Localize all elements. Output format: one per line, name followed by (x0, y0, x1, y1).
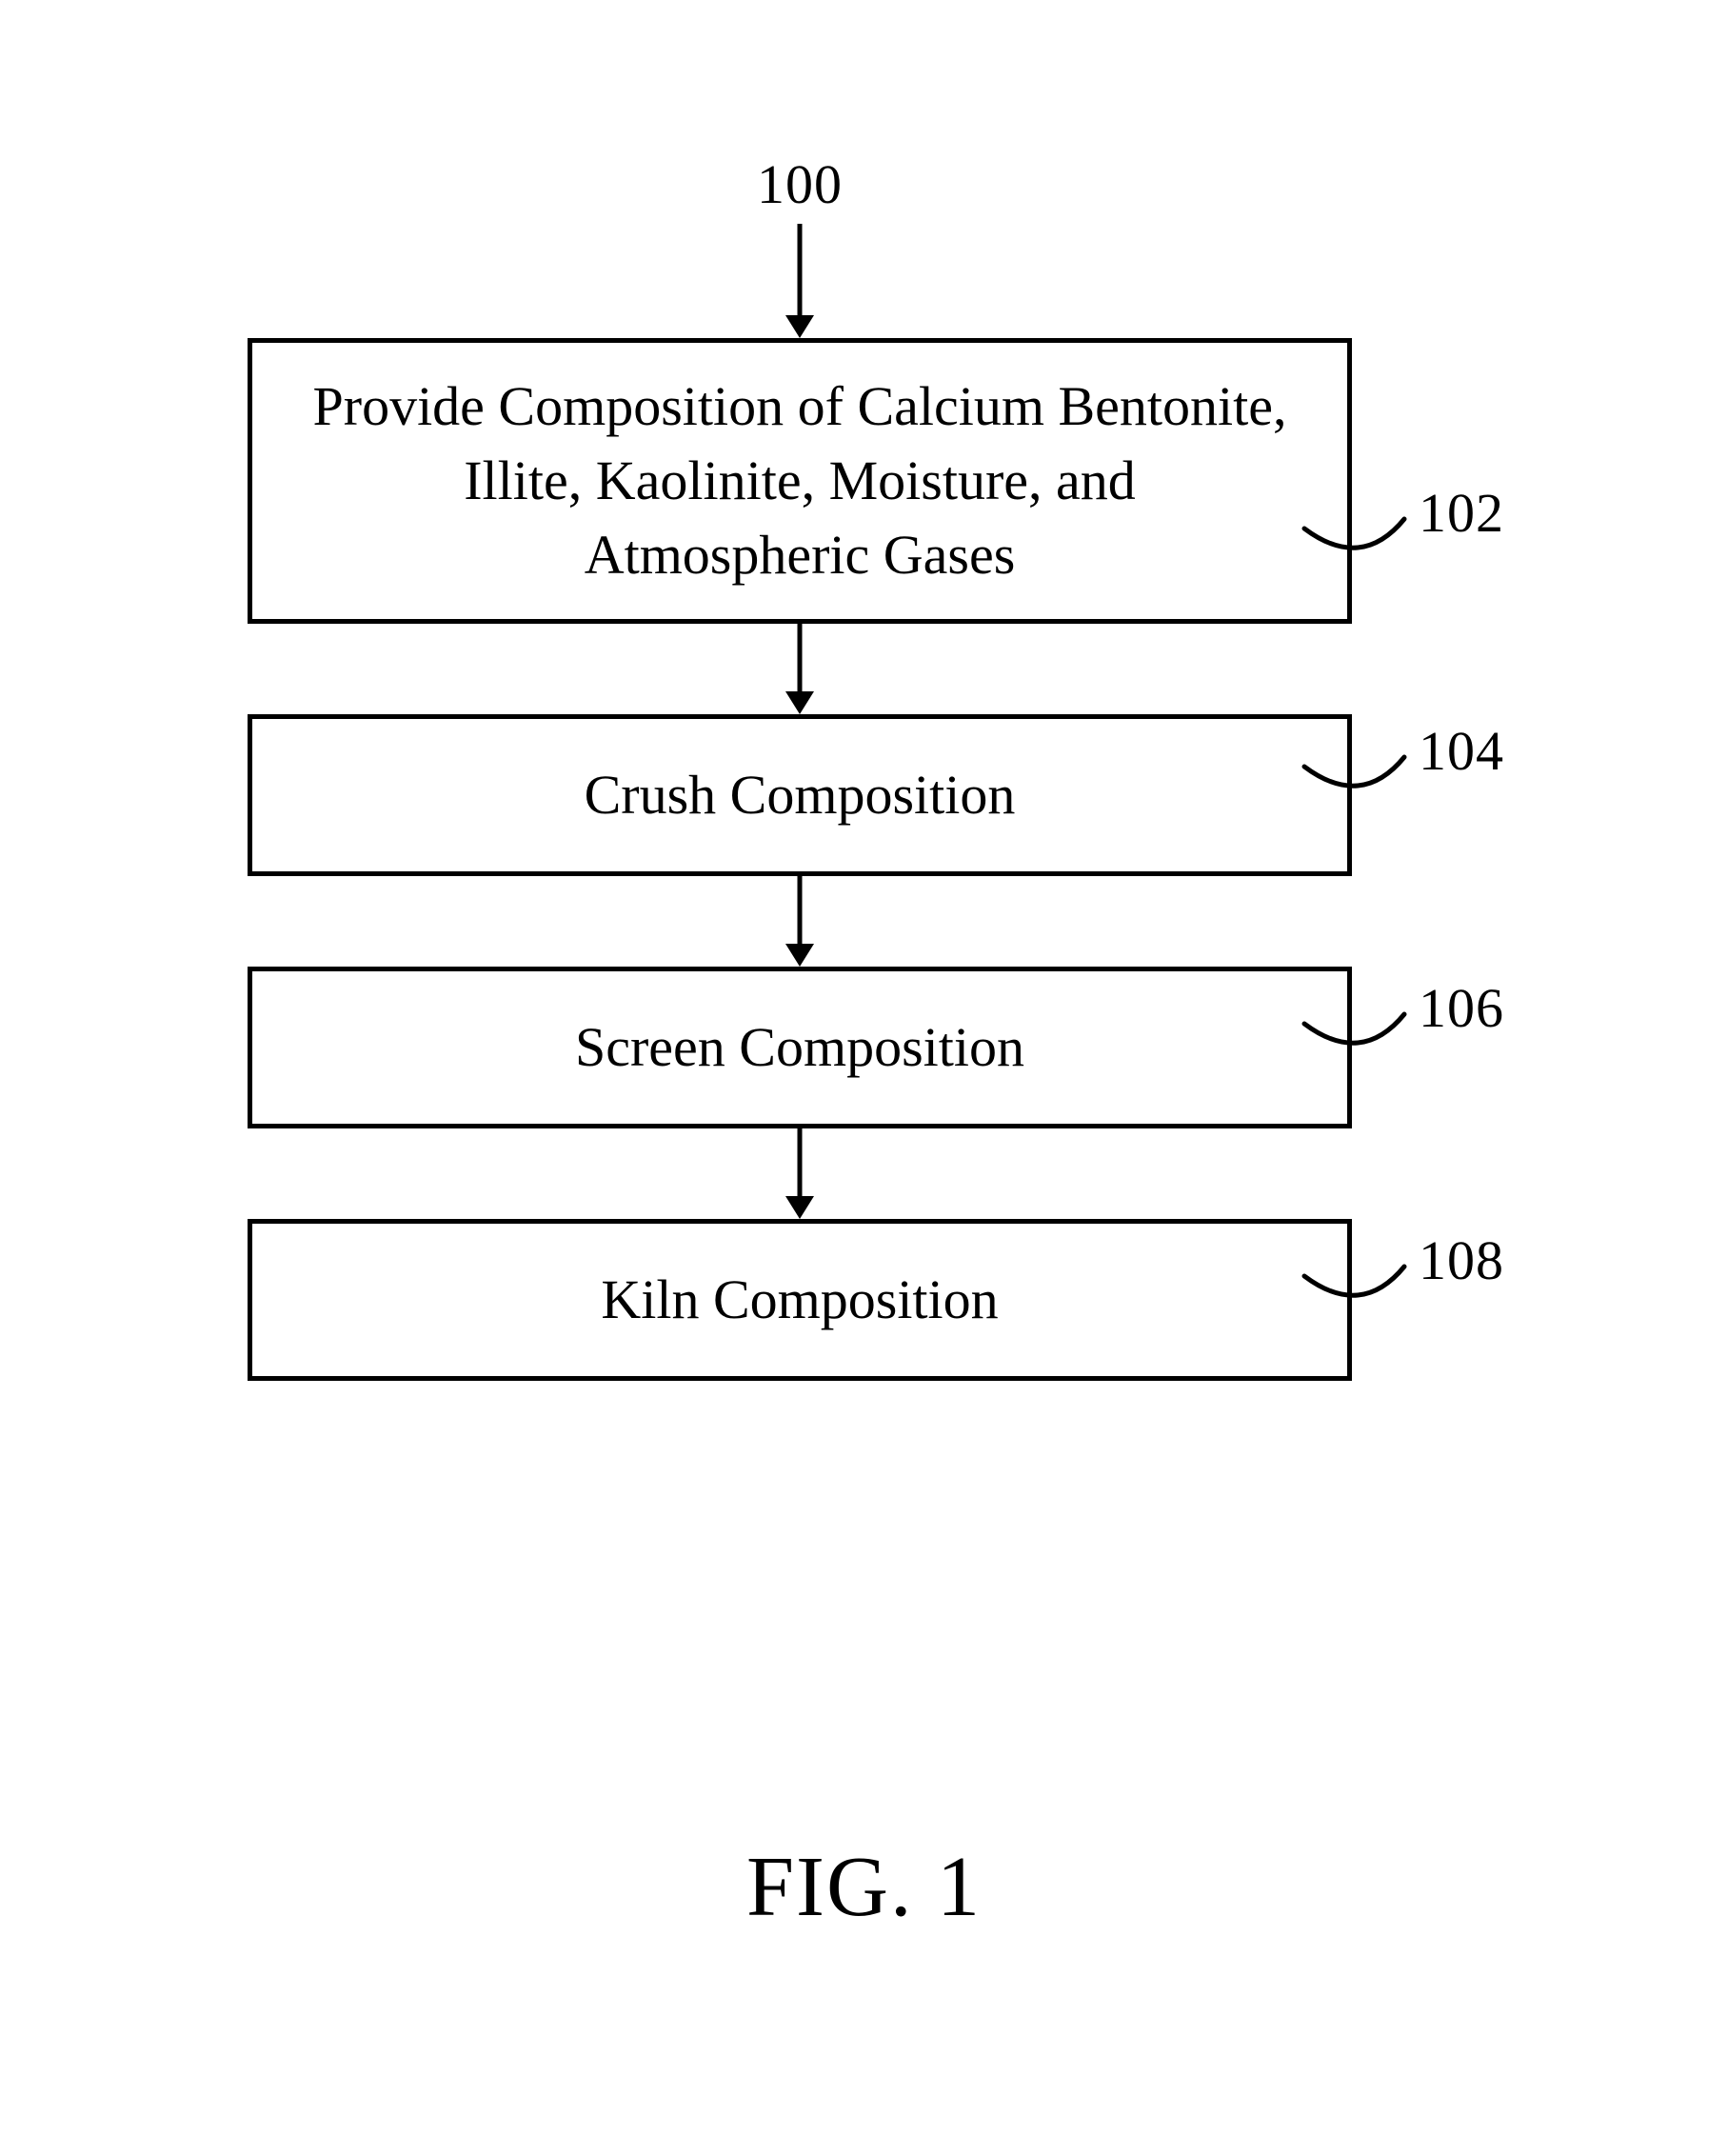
figure-caption: FIG. 1 (0, 1838, 1728, 1936)
ref-leaders-overlay (0, 0, 1728, 2156)
figure-page: 100 Provide Composition of Calcium Bento… (0, 0, 1728, 2156)
ref-leader-106 (1304, 1014, 1404, 1043)
ref-leader-104 (1304, 757, 1404, 786)
ref-leader-108 (1304, 1267, 1404, 1295)
ref-leader-102 (1304, 519, 1404, 548)
